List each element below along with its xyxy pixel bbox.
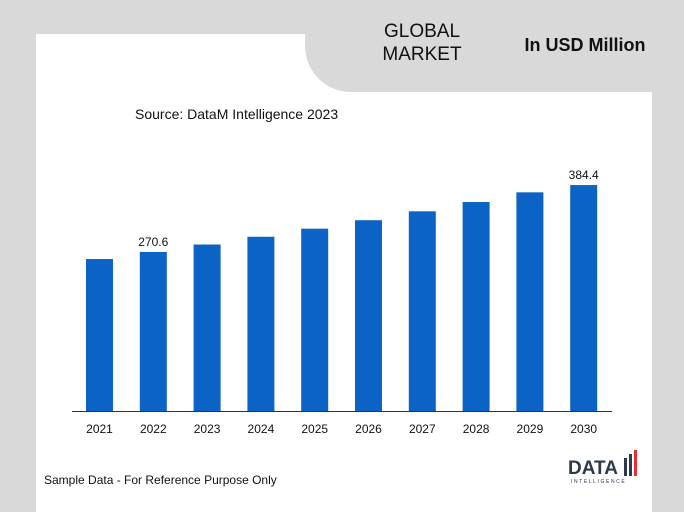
logo-text: DATA	[568, 458, 618, 479]
footnote: Sample Data - For Reference Purpose Only	[44, 473, 277, 487]
company-logo: DATA INTELLIGENCE	[568, 448, 644, 488]
x-tick-label-2027: 2027	[409, 422, 436, 436]
chart-card	[36, 34, 652, 512]
x-tick-label-2024: 2024	[248, 422, 275, 436]
x-tick-labels: 2021 2022 2023 2024 2025 2026 2027 2028 2029 2030	[86, 422, 597, 436]
source-note: Source: DataM Intelligence 2023	[135, 106, 339, 122]
bar-2022	[139, 251, 167, 411]
x-tick-label-2029: 2029	[517, 422, 544, 436]
x-tick-label-2023: 2023	[194, 422, 221, 436]
unit-label: In USD Million	[524, 35, 646, 55]
x-tick-label-2030: 2030	[570, 422, 597, 436]
data-label-2022: 270.6	[138, 235, 168, 249]
bar-2021	[86, 259, 113, 411]
market-label: GLOBAL MARKET	[382, 21, 462, 65]
bar-2030	[570, 185, 598, 411]
x-tick-label-2021: 2021	[86, 422, 113, 436]
bar-2028	[462, 202, 490, 411]
bars-group	[86, 185, 598, 411]
data-labels: 270.6 384.4	[138, 168, 599, 249]
data-label-2030: 384.4	[569, 168, 599, 182]
bar-2029	[516, 192, 544, 411]
bar-2026	[355, 220, 382, 411]
x-tick-label-2026: 2026	[355, 422, 382, 436]
x-tick-label-2025: 2025	[301, 422, 328, 436]
header-pill	[305, 0, 684, 92]
x-tick-label-2022: 2022	[140, 422, 167, 436]
x-tick-label-2028: 2028	[463, 422, 490, 436]
bar-2023	[193, 244, 221, 411]
bar-2024	[247, 236, 275, 411]
bar-2027	[408, 211, 436, 411]
logo-bars-icon	[624, 450, 637, 476]
logo-subtext: INTELLIGENCE	[571, 479, 627, 485]
bar-2025	[301, 228, 329, 411]
